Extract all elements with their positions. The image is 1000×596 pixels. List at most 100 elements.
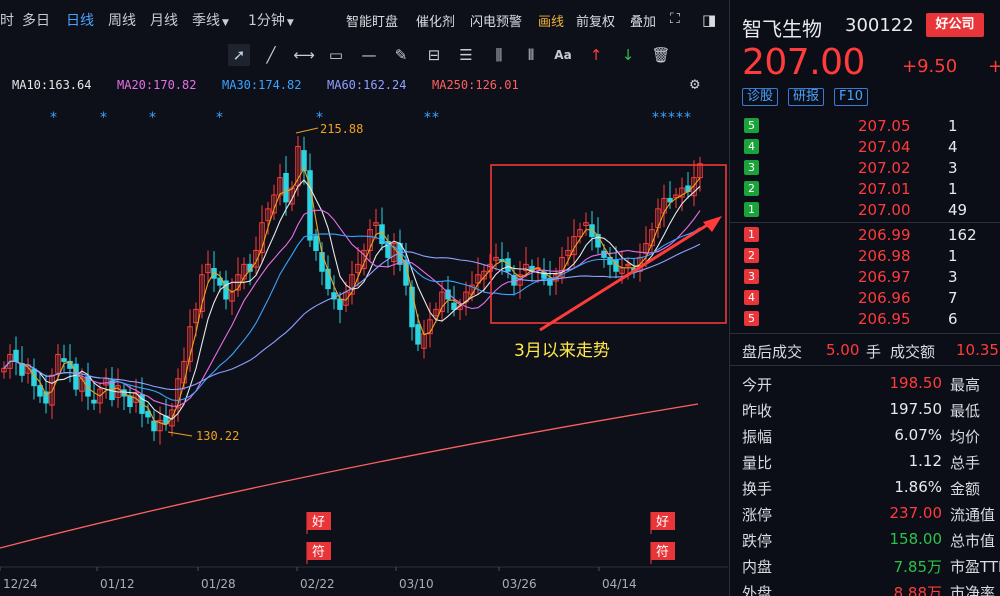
event-marker-icon: *	[432, 110, 439, 126]
stat-value: 237.00	[889, 504, 943, 522]
x-tick-label: 01/28	[201, 577, 236, 591]
highlight-box	[490, 164, 727, 324]
stock-name: 智飞生物	[742, 17, 822, 41]
order-volume: 49	[948, 201, 968, 219]
tab-time[interactable]: 时	[0, 13, 14, 29]
bid-row[interactable]: 4 206.96 7	[742, 288, 997, 309]
stat-row: 内盘 7.85万市盈TTM	[742, 553, 1000, 579]
research-tag[interactable]: 研报	[788, 88, 825, 106]
candle-body	[175, 378, 181, 409]
signal-flag-text: 好	[656, 515, 669, 530]
text-tool-icon[interactable]: Aa	[554, 48, 572, 62]
level-badge: 2	[744, 181, 759, 196]
order-volume: 6	[948, 310, 958, 328]
stat-value: 7.85万	[893, 558, 942, 576]
diagnose-tag[interactable]: 诊股	[742, 88, 779, 106]
overlay-button[interactable]: 叠加	[630, 15, 657, 30]
candle-body	[223, 280, 229, 300]
tab-quarterly[interactable]: 季线 ▼	[192, 10, 229, 30]
tab-quarterly-label: 季线	[192, 13, 220, 29]
event-marker-icon: *	[668, 110, 675, 126]
signal-flag	[651, 512, 675, 530]
period-tool-icon[interactable]: ⫼	[495, 46, 503, 64]
good-company-badge[interactable]: 好公司	[926, 13, 984, 37]
draw-line-button[interactable]: 画线	[538, 15, 565, 30]
ma250-line	[0, 403, 699, 549]
ma-legend: MA10:163.64 MA20:170.82 MA30:174.82 MA60…	[0, 74, 728, 94]
candle-body	[505, 258, 511, 272]
channel-tool-icon[interactable]: ⊟	[427, 46, 441, 64]
bid-row[interactable]: 2 206.98 1	[742, 246, 997, 267]
ask-row[interactable]: 1 207.00 49	[742, 200, 997, 221]
arrow-up-tool-icon[interactable]: ↑	[589, 46, 603, 64]
high-leader	[295, 127, 319, 134]
stat-value: 6.07%	[894, 426, 942, 444]
candle-body	[307, 170, 313, 241]
signal-flag-text: 好	[312, 515, 325, 530]
forward-adjust-button[interactable]: 前复权	[576, 15, 616, 30]
hline-tool-icon[interactable]: —	[361, 46, 377, 64]
bars-tool-icon[interactable]: ⦀	[527, 46, 535, 64]
ask-row[interactable]: 4 207.04 4	[742, 137, 997, 158]
x-tick-label: 12/24	[3, 577, 38, 591]
price-change: +9.50	[902, 56, 958, 77]
ask-row[interactable]: 5 207.05 1	[742, 116, 997, 137]
arrow-down-tool-icon[interactable]: ↓	[621, 46, 635, 64]
line-tool-icon[interactable]: ╱	[266, 46, 276, 64]
event-marker-icon: *	[100, 110, 107, 126]
stat-label: 昨收	[742, 402, 773, 420]
kline-chart-panel[interactable]: 时 多日 日线 周线 月线 季线 ▼ 1分钟 ▼ 智能盯盘 催化剂 闪电预警 画线 …	[0, 0, 728, 596]
candle-body	[265, 208, 271, 222]
candle-body	[577, 229, 583, 238]
stat-label-2: 总手	[950, 454, 981, 472]
order-price: 207.01	[858, 180, 911, 198]
pointer-tool-icon[interactable]: ➚	[228, 44, 250, 66]
tab-1min[interactable]: 1分钟 ▼	[248, 10, 294, 30]
candle-body	[13, 349, 19, 362]
stat-row: 量比 1.12 总手	[742, 449, 1000, 475]
stat-row: 振幅 6.07% 均价	[742, 423, 1000, 449]
stat-row: 涨停 237.00 流通值	[742, 501, 1000, 527]
bid-row[interactable]: 5 206.95 6	[742, 309, 997, 330]
ask-row[interactable]: 3 207.02 3	[742, 158, 997, 179]
f10-tag[interactable]: F10	[834, 88, 869, 106]
settings-gear-icon[interactable]: ⚙	[690, 74, 700, 93]
fullscreen-icon[interactable]: ⛶	[670, 11, 680, 27]
tab-daily[interactable]: 日线	[66, 13, 94, 29]
level-badge: 3	[744, 269, 759, 284]
ma20-label: MA20:170.82	[117, 78, 197, 92]
event-marker-icon: *	[676, 110, 683, 126]
candle-body	[289, 187, 295, 205]
smart-watch-button[interactable]: 智能盯盘	[346, 15, 399, 30]
flash-alert-button[interactable]: 闪电预警	[470, 15, 523, 30]
trash-icon[interactable]: 🗑	[651, 46, 671, 64]
trend-annotation: 3月以来走势	[514, 341, 610, 361]
candle-body	[253, 249, 259, 268]
stat-label-2: 均价	[950, 428, 981, 446]
low-price-label: 130.22	[196, 429, 239, 443]
candle-body	[349, 274, 355, 295]
ma5-line	[3, 167, 701, 426]
stat-label: 今开	[742, 376, 773, 394]
fib-tool-icon[interactable]: ☰	[459, 46, 473, 64]
event-marker-icon: *	[684, 110, 691, 126]
stat-value: 198.50	[889, 374, 943, 392]
stat-label-2: 最高	[950, 376, 981, 394]
tab-monthly[interactable]: 月线	[150, 13, 178, 29]
tab-multi-day[interactable]: 多日	[22, 13, 50, 29]
order-volume: 7	[948, 289, 958, 307]
ask-row[interactable]: 2 207.01 1	[742, 179, 997, 200]
stat-label: 量比	[742, 454, 773, 472]
brush-tool-icon[interactable]: ✎	[394, 46, 408, 64]
after-hours-vol: 5.00	[826, 341, 860, 359]
catalyst-button[interactable]: 催化剂	[416, 15, 456, 30]
bid-row[interactable]: 1 206.99 162	[742, 225, 997, 246]
candle-body	[187, 326, 193, 362]
segment-tool-icon[interactable]: ⟷	[293, 46, 315, 64]
rect-tool-icon[interactable]: ▭	[328, 46, 344, 64]
bid-row[interactable]: 3 206.97 3	[742, 267, 997, 288]
tab-weekly[interactable]: 周线	[108, 13, 136, 29]
stat-value: 8.88万	[893, 584, 942, 596]
panel-toggle-icon[interactable]: ◨	[702, 11, 717, 29]
